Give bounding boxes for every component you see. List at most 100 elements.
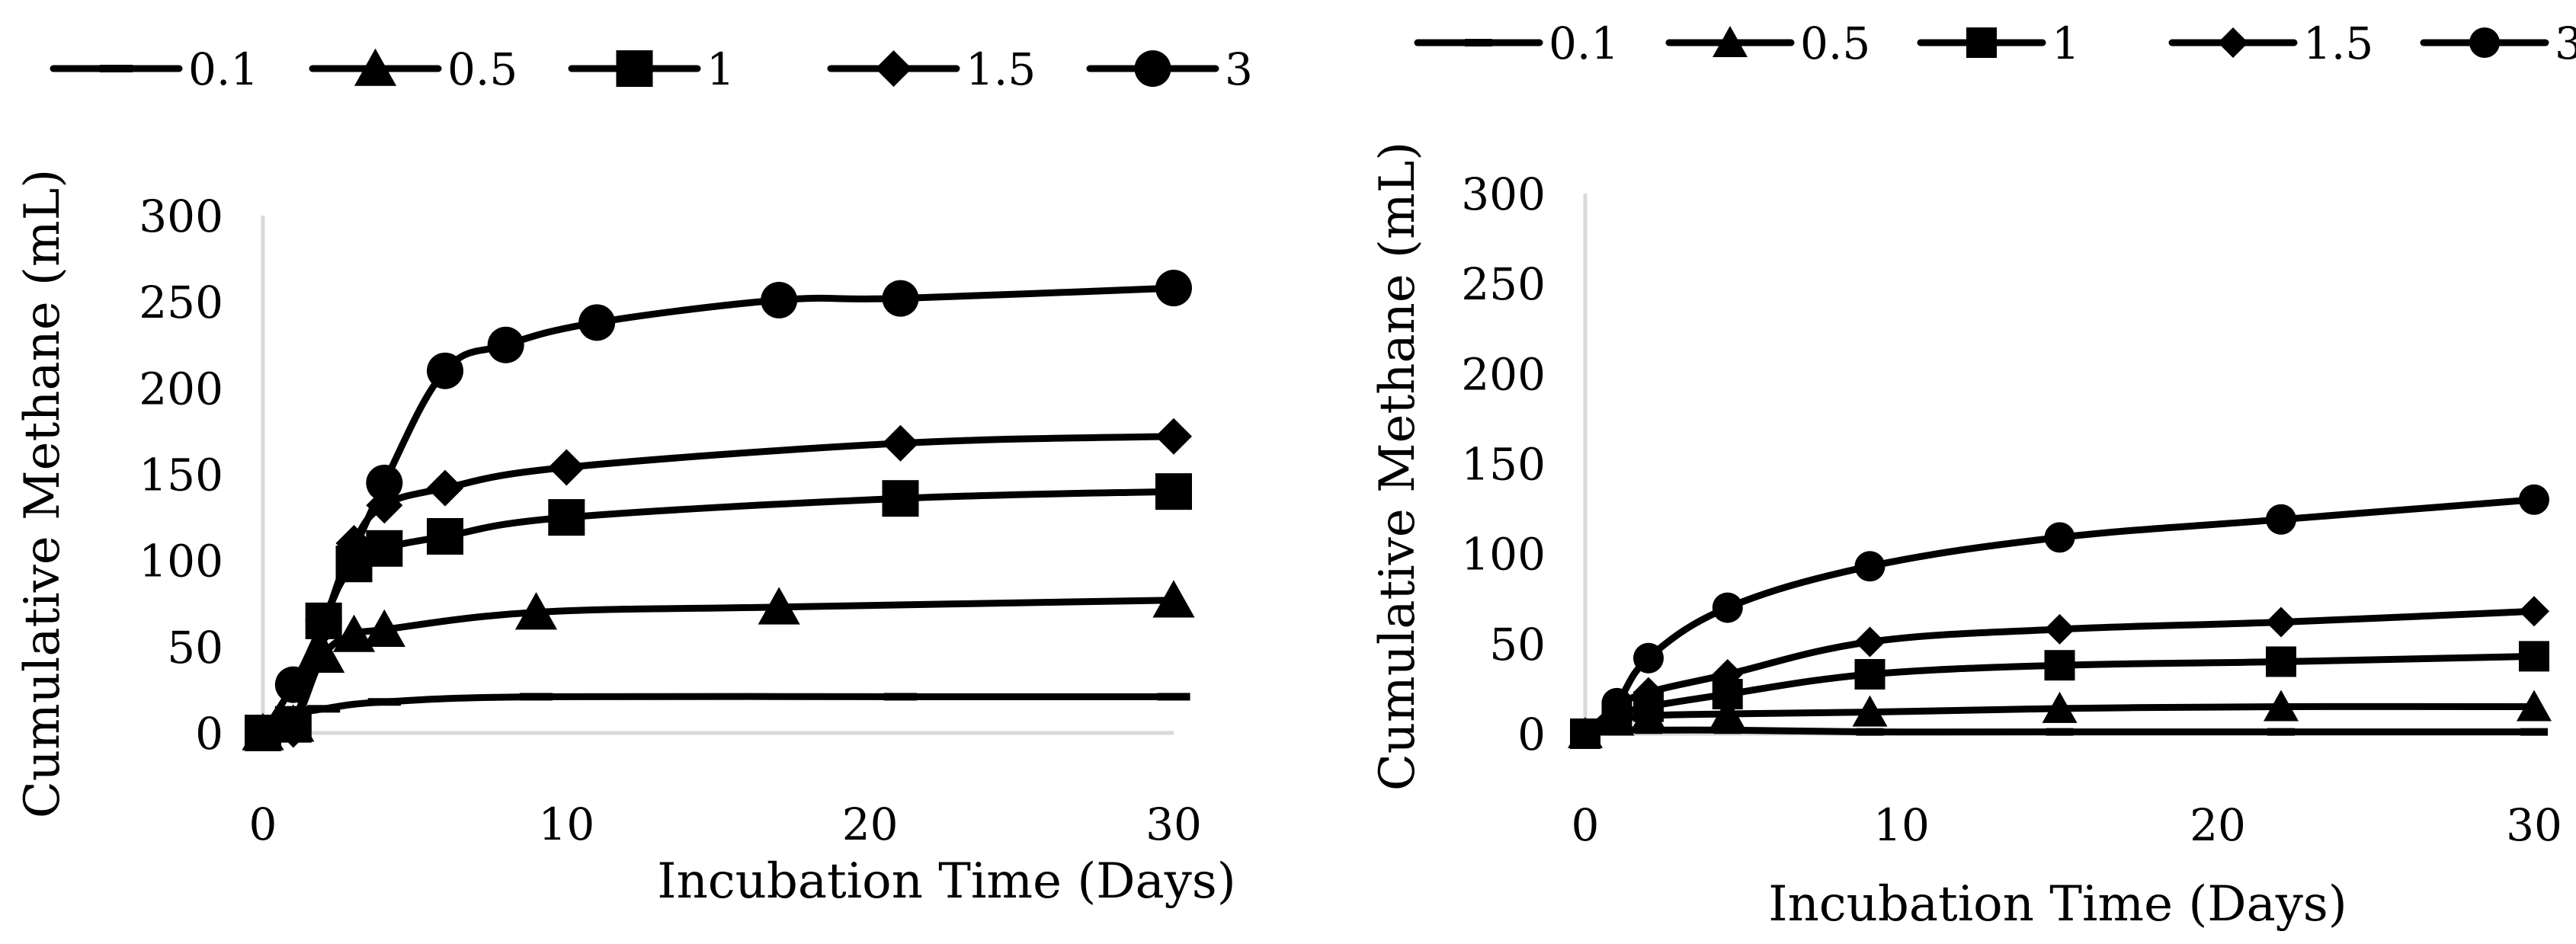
- chart-1-x-tick-label: 0: [249, 798, 277, 850]
- chart-2-data-point: [2517, 690, 2552, 722]
- chart-2-x-tick-label: 30: [2506, 799, 2562, 851]
- chart-1-y-axis-title: Cumulative Methane (mL): [14, 169, 71, 818]
- chart-1-legend-label: 1.5: [966, 43, 1036, 95]
- chart-1-x-axis-title: Incubation Time (Days): [657, 853, 1235, 910]
- chart-2-data-point: [1713, 726, 1741, 734]
- chart-2-legend-label: 0.1: [1549, 18, 1619, 69]
- chart-1-data-point: [367, 698, 401, 706]
- chart-1-legend-marker: [354, 48, 397, 86]
- chart-2-data-point: [1856, 728, 1884, 736]
- chart-2-legend-marker: [2218, 27, 2248, 58]
- chart-1-data-point: [363, 609, 405, 647]
- chart-1-data-point: [1152, 580, 1195, 618]
- chart-1-legend-marker: [1134, 50, 1171, 87]
- chart-2-data-point: [2266, 606, 2296, 638]
- chart-1-legend-label: 0.1: [188, 43, 258, 95]
- chart-2-y-tick-label: 250: [1461, 258, 1546, 310]
- chart-1-data-point: [882, 424, 919, 462]
- chart-2-data-point: [2046, 728, 2074, 736]
- chart-2-x-axis-title: Incubation Time (Days): [1768, 876, 2347, 933]
- chart-2-legend-marker: [2469, 27, 2500, 58]
- chart-1-y-tick-label: 100: [139, 536, 223, 587]
- chart-1-data-point: [883, 693, 918, 701]
- chart-1-series-line: [259, 597, 1177, 737]
- chart-1-data-point: [427, 352, 463, 389]
- chart-1-x-tick-label: 30: [1145, 798, 1202, 850]
- chart-2-data-point: [1854, 659, 1886, 690]
- chart-2-legend-label: 0.5: [1800, 18, 1870, 69]
- chart-1-legend-marker: [99, 65, 133, 72]
- chart-1-y-tick-label: 0: [195, 708, 223, 760]
- chart-2-legend: 0.1 0.5 1 1.5 3: [1414, 18, 2576, 69]
- chart-1-data-point: [519, 693, 553, 701]
- chart-2-x-tick-label: 0: [1572, 799, 1600, 851]
- chart-2-data-point: [2267, 728, 2295, 736]
- chart-1-data-point: [1155, 418, 1192, 455]
- chart-2-data-point: [2044, 613, 2075, 645]
- chart-2-y-tick-label: 50: [1489, 619, 1546, 670]
- chart-2-y-tick-label: 0: [1517, 709, 1546, 760]
- chart-1-data-point: [307, 705, 341, 713]
- chart-1-data-point: [245, 715, 281, 751]
- chart-2-data-point: [1712, 659, 1743, 690]
- chart-2-legend-marker: [1966, 27, 1997, 58]
- chart-1-legend-label: 0.5: [447, 43, 517, 95]
- chart-2-data-point: [2266, 646, 2296, 677]
- chart-1-data-point: [427, 469, 463, 507]
- chart-1-series-dash: [246, 693, 1190, 737]
- chart-1-data-point: [548, 499, 585, 536]
- chart-2-data-point: [2520, 728, 2548, 736]
- chart-2-legend-marker: [1713, 26, 1748, 57]
- chart-1-data-point: [578, 304, 616, 341]
- chart-1-data-point: [548, 449, 585, 486]
- chart-2-data-point: [1633, 677, 1664, 708]
- chart-1-data-point: [366, 530, 403, 567]
- chart-2-data-point: [1601, 687, 1632, 718]
- chart-2-legend-label: 1.5: [2303, 18, 2373, 69]
- chart-1-y-tick-label: 150: [139, 450, 223, 501]
- chart-1-data-point: [487, 326, 524, 363]
- chart-2-legend-label: 3: [2555, 18, 2576, 69]
- chart-2-data-point: [2519, 484, 2549, 515]
- chart-1-legend-label: 1: [706, 43, 735, 95]
- chart-2-data-point: [1852, 695, 1888, 727]
- chart-2-legend-label: 1: [2052, 18, 2080, 69]
- chart-2-data-point: [1633, 642, 1664, 674]
- chart-1-data-point: [1157, 693, 1190, 701]
- chart-1-data-point: [332, 614, 376, 652]
- chart-2-data-point: [1854, 551, 1886, 582]
- chart-2-series-circle: [1570, 484, 2549, 749]
- chart-1-y-tick-label: 250: [139, 277, 223, 328]
- chart-2-y-tick-label: 200: [1461, 348, 1546, 400]
- chart-1-legend-label: 3: [1225, 43, 1253, 95]
- chart-2-data-point: [2266, 504, 2296, 535]
- chart-2-x-tick-label: 20: [2190, 799, 2246, 851]
- chart-1-y-tick-label: 200: [139, 363, 223, 414]
- chart-1-data-point: [514, 592, 558, 630]
- chart-2-data-point: [1709, 697, 1745, 729]
- chart-1-y-tick-label: 50: [167, 622, 223, 674]
- chart-2-y-tick-label: 100: [1461, 529, 1546, 581]
- chart-1-legend: 0.1 0.5 1 1.5 3: [50, 43, 1253, 95]
- chart-2-y-tick-label: 150: [1461, 439, 1546, 491]
- chart-2-data-point: [2519, 641, 2549, 672]
- chart-1-series-circle: [245, 270, 1192, 751]
- chart-1-x-tick-label: 10: [538, 798, 594, 850]
- chart-1-data-point: [758, 587, 800, 625]
- chart-1-x-tick-label: 20: [842, 798, 899, 850]
- chart-1-legend-marker: [616, 50, 653, 87]
- chart-2-data-point: [1712, 592, 1743, 623]
- chart-2-data-point: [2044, 650, 2075, 681]
- chart-1-data-point: [366, 464, 403, 501]
- chart-1-data-point: [761, 281, 798, 318]
- chart-1-data-point: [274, 711, 312, 748]
- chart-1-data-point: [274, 666, 312, 703]
- chart-1-data-point: [882, 280, 919, 317]
- chart-2-data-point: [1570, 718, 1600, 749]
- chart-2-data-point: [2519, 596, 2549, 627]
- chart-2-legend-marker: [1465, 39, 1492, 46]
- chart-2-data-point: [2044, 522, 2075, 553]
- chart-1-y-tick-label: 300: [139, 190, 223, 242]
